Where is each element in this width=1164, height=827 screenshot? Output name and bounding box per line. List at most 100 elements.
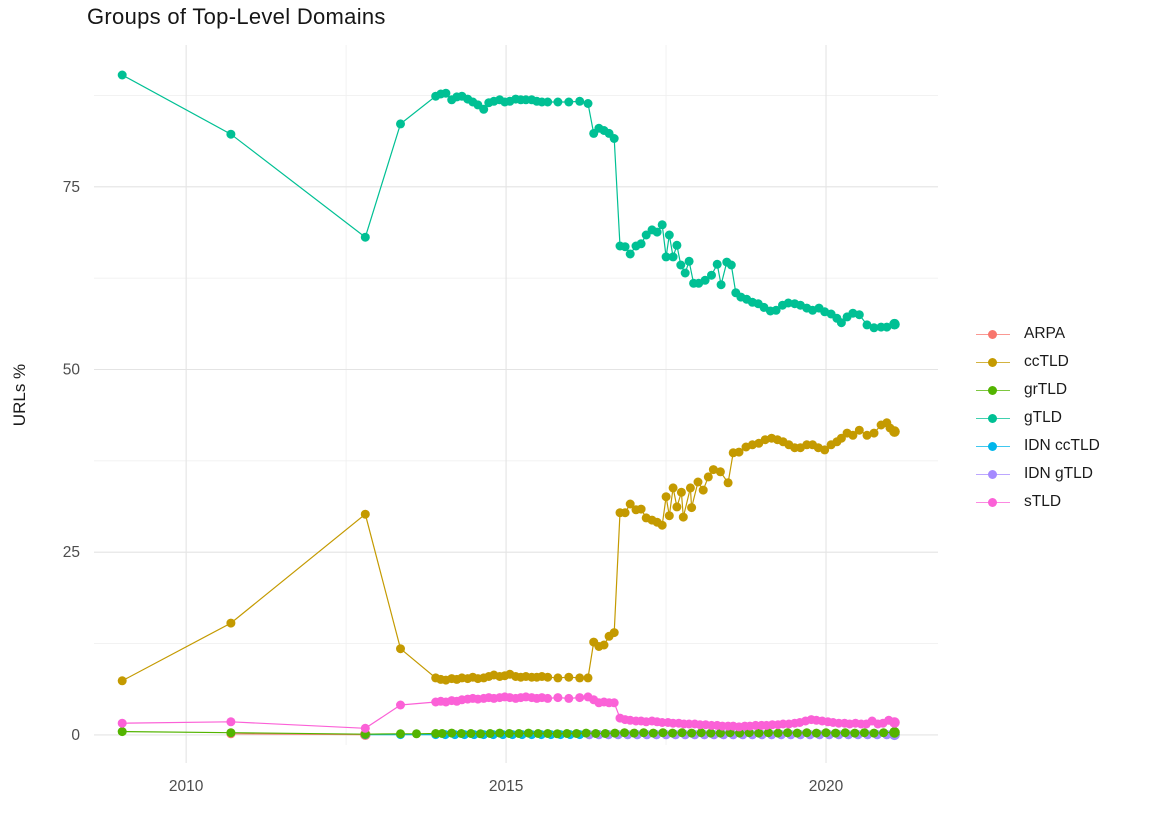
data-point-gTLD	[620, 242, 630, 252]
data-point-grTLD	[850, 728, 860, 738]
data-point-gTLD	[636, 239, 646, 249]
data-point-grTLD	[831, 728, 841, 738]
legend-label: IDN gTLD	[1024, 465, 1093, 482]
data-point-grTLD	[792, 728, 802, 738]
legend-key-icon	[976, 413, 1010, 423]
data-point-sTLD	[889, 717, 900, 728]
data-point-grTLD	[591, 729, 601, 738]
data-point-grTLD	[773, 728, 783, 738]
chart-title: Groups of Top-Level Domains	[87, 4, 386, 29]
data-point-gTLD	[396, 119, 405, 129]
data-point-gTLD	[543, 97, 553, 107]
legend-label: gTLD	[1024, 409, 1062, 426]
data-point-ccTLD	[396, 644, 405, 654]
data-point-gTLD	[575, 96, 585, 106]
data-point-gTLD	[676, 260, 686, 270]
y-tick-label: 25	[63, 544, 80, 561]
x-tick-label: 2010	[169, 778, 204, 795]
data-point-gTLD	[889, 318, 900, 330]
data-point-ccTLD	[664, 511, 674, 521]
legend-item-idn-gtld: IDN gTLD	[976, 460, 1161, 488]
data-point-grTLD	[763, 728, 773, 738]
data-point-gTLD	[882, 322, 892, 332]
data-point-grTLD	[476, 729, 485, 739]
data-point-grTLD	[629, 728, 639, 738]
data-point-gTLD	[641, 230, 651, 240]
data-point-grTLD	[495, 728, 505, 738]
data-point-gTLD	[652, 227, 662, 237]
data-point-ccTLD	[678, 512, 688, 522]
data-point-grTLD	[117, 727, 127, 737]
data-point-grTLD	[514, 729, 524, 738]
legend-key-icon	[976, 357, 1010, 367]
data-point-gTLD	[862, 320, 872, 330]
data-point-grTLD	[562, 729, 572, 738]
data-point-sTLD	[553, 693, 563, 703]
data-point-ccTLD	[360, 509, 370, 519]
data-point-ccTLD	[117, 676, 127, 686]
data-point-ccTLD	[661, 492, 671, 502]
data-point-gTLD	[625, 249, 635, 259]
data-point-ccTLD	[820, 445, 830, 455]
data-point-grTLD	[668, 728, 677, 738]
data-point-ccTLD	[685, 483, 695, 493]
legend-item-arpa: ARPA	[976, 320, 1161, 348]
data-point-ccTLD	[583, 673, 593, 683]
legend-label: IDN ccTLD	[1024, 437, 1100, 454]
data-point-grTLD	[504, 729, 514, 738]
data-point-grTLD	[696, 728, 706, 738]
data-point-ccTLD	[564, 672, 574, 682]
data-point-grTLD	[639, 728, 649, 738]
legend-label: sTLD	[1024, 493, 1062, 510]
data-point-grTLD	[610, 728, 620, 738]
data-point-gTLD	[672, 240, 682, 250]
data-point-ccTLD	[226, 618, 236, 628]
data-point-ccTLD	[672, 502, 682, 512]
data-point-grTLD	[226, 728, 236, 738]
y-tick-label: 75	[63, 179, 80, 196]
data-point-grTLD	[859, 728, 869, 738]
data-point-grTLD	[706, 728, 716, 738]
data-point-ccTLD	[687, 503, 697, 513]
data-point-gTLD	[680, 268, 690, 278]
data-point-ccTLD	[693, 477, 703, 487]
data-point-gTLD	[661, 252, 671, 262]
data-point-gTLD	[668, 252, 678, 262]
data-point-gTLD	[553, 97, 563, 107]
data-point-gTLD	[707, 270, 716, 280]
data-point-sTLD	[117, 718, 127, 728]
data-point-grTLD	[431, 729, 441, 738]
data-point-grTLD	[572, 729, 581, 738]
y-tick-label: 50	[63, 361, 81, 378]
data-point-ccTLD	[625, 499, 635, 509]
data-point-grTLD	[677, 728, 687, 738]
data-point-sTLD	[575, 693, 585, 703]
data-point-grTLD	[687, 728, 697, 738]
legend-key-icon	[976, 469, 1010, 479]
data-point-gTLD	[657, 220, 667, 230]
data-point-grTLD	[648, 728, 658, 738]
data-point-ccTLD	[668, 483, 678, 493]
data-point-ccTLD	[869, 428, 879, 438]
data-point-grTLD	[840, 728, 850, 738]
legend: ARPA ccTLD grTLD gTLD IDN ccTLD IDN gTLD sTLD	[976, 320, 1161, 516]
data-point-gTLD	[441, 88, 451, 98]
data-point-grTLD	[600, 729, 610, 738]
data-point-sTLD	[396, 700, 405, 710]
data-point-gTLD	[564, 97, 574, 107]
data-point-ccTLD	[854, 425, 864, 435]
legend-key-icon	[976, 441, 1010, 451]
data-point-gTLD	[771, 305, 781, 315]
data-point-gTLD	[479, 104, 489, 114]
data-point-gTLD	[117, 70, 127, 80]
data-point-grTLD	[821, 728, 831, 738]
x-tick-label: 2020	[809, 778, 844, 795]
data-point-ccTLD	[553, 673, 563, 683]
data-point-ccTLD	[657, 520, 667, 530]
data-point-grTLD	[658, 728, 668, 738]
data-point-ccTLD	[698, 485, 708, 495]
data-point-gTLD	[716, 280, 726, 290]
legend-label: ccTLD	[1024, 353, 1069, 370]
